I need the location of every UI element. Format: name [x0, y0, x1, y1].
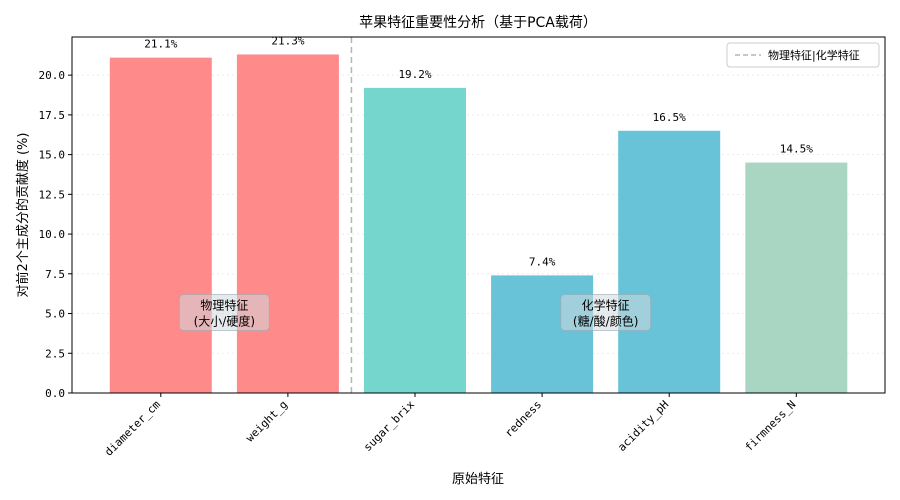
y-tick-label: 0.0: [45, 387, 65, 400]
bar-firmness_N: [745, 162, 848, 393]
y-tick-label: 10.0: [39, 228, 66, 241]
legend-entry: 物理特征|化学特征: [768, 48, 860, 62]
bar-value-label: 14.5%: [780, 143, 813, 156]
y-tick-label: 2.5: [45, 347, 65, 360]
annotation-line1: 化学特征: [582, 298, 630, 313]
bar-acidity_pH: [618, 130, 721, 393]
x-tick-label: weight_g: [243, 398, 290, 445]
x-tick-label: firmness_N: [742, 398, 798, 454]
y-axis-ticks: 0.0 2.5 5.0 7.5 10.0 12.5 15.0 17.5 20.0: [39, 69, 72, 400]
annotation-line2: (大小/硬度): [194, 314, 255, 329]
y-tick-label: 12.5: [39, 188, 66, 201]
bar-value-label: 21.1%: [144, 38, 177, 51]
x-axis-ticks: diameter_cm weight_g sugar_brix redness acid…: [102, 393, 798, 459]
bar-weight_g: [236, 54, 339, 393]
x-tick-label: redness: [502, 398, 544, 440]
y-tick-label: 17.5: [39, 109, 66, 122]
bar-value-label: 21.3%: [271, 34, 304, 47]
y-tick-label: 5.0: [45, 308, 65, 321]
x-tick-label: sugar_brix: [361, 398, 417, 454]
bar-value-label: 7.4%: [529, 255, 556, 268]
bar-sugar_brix: [364, 87, 466, 393]
x-tick-label: acidity_pH: [615, 398, 671, 454]
x-axis-title: 原始特征: [452, 472, 504, 487]
chart-title: 苹果特征重要性分析（基于PCA载荷）: [359, 14, 597, 31]
legend: 物理特征|化学特征: [726, 42, 880, 68]
annotation-line2: (糖/酸/颜色): [573, 314, 638, 329]
plot-frame: [71, 36, 886, 394]
group-annotations: 物理特征(大小/硬度) 化学特征(糖/酸/颜色): [178, 294, 652, 332]
bars: 21.1% 21.3% 19.2% 7.4% 16.5% 14.5%: [109, 34, 848, 394]
bar-value-label: 16.5%: [653, 111, 686, 124]
x-tick-label: diameter_cm: [102, 398, 163, 459]
bar-redness: [491, 275, 594, 393]
legend-box: [726, 42, 880, 68]
y-axis-title: 对前2个主成分的贡献度 (%): [15, 133, 31, 298]
y-tick-label: 15.0: [39, 149, 66, 162]
annotation-line1: 物理特征: [200, 298, 248, 313]
bar-value-label: 19.2%: [398, 68, 431, 81]
y-tick-label: 20.0: [39, 69, 66, 82]
annotation-box: [178, 294, 270, 332]
bar-diameter_cm: [109, 57, 212, 394]
annotation-box: [560, 294, 652, 332]
y-tick-label: 7.5: [45, 268, 65, 281]
